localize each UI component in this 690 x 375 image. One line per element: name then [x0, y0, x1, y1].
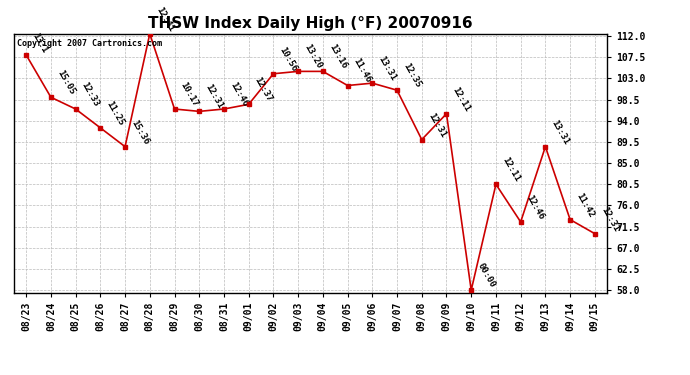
Text: 12:33: 12:33 [80, 81, 101, 108]
Text: 13:16: 13:16 [327, 43, 348, 70]
Text: Copyright 2007 Cartronics.com: Copyright 2007 Cartronics.com [17, 39, 161, 48]
Text: 12:11: 12:11 [500, 156, 522, 183]
Text: 12:11: 12:11 [451, 85, 472, 113]
Text: 13:20: 13:20 [302, 43, 324, 70]
Text: 13:31: 13:31 [549, 118, 571, 146]
Text: 12:31: 12:31 [426, 111, 447, 139]
Text: 12:41: 12:41 [154, 5, 175, 33]
Title: THSW Index Daily High (°F) 20070916: THSW Index Daily High (°F) 20070916 [148, 16, 473, 31]
Text: 12:31: 12:31 [204, 83, 225, 111]
Text: 10:56: 10:56 [277, 45, 299, 73]
Text: 15:36: 15:36 [129, 118, 150, 146]
Text: 15:05: 15:05 [55, 69, 77, 96]
Text: 13:1: 13:1 [30, 31, 49, 54]
Text: 12:37: 12:37 [253, 76, 274, 104]
Text: 12:35: 12:35 [401, 62, 422, 89]
Text: 13:31: 13:31 [377, 55, 397, 82]
Text: 11:25: 11:25 [104, 99, 126, 127]
Text: 11:46: 11:46 [352, 57, 373, 85]
Text: 12:31: 12:31 [599, 205, 620, 233]
Text: 12:46: 12:46 [228, 81, 249, 108]
Text: 11:42: 11:42 [574, 191, 595, 219]
Text: 00:00: 00:00 [475, 262, 497, 290]
Text: 10:17: 10:17 [179, 81, 200, 108]
Text: 12:46: 12:46 [525, 194, 546, 221]
